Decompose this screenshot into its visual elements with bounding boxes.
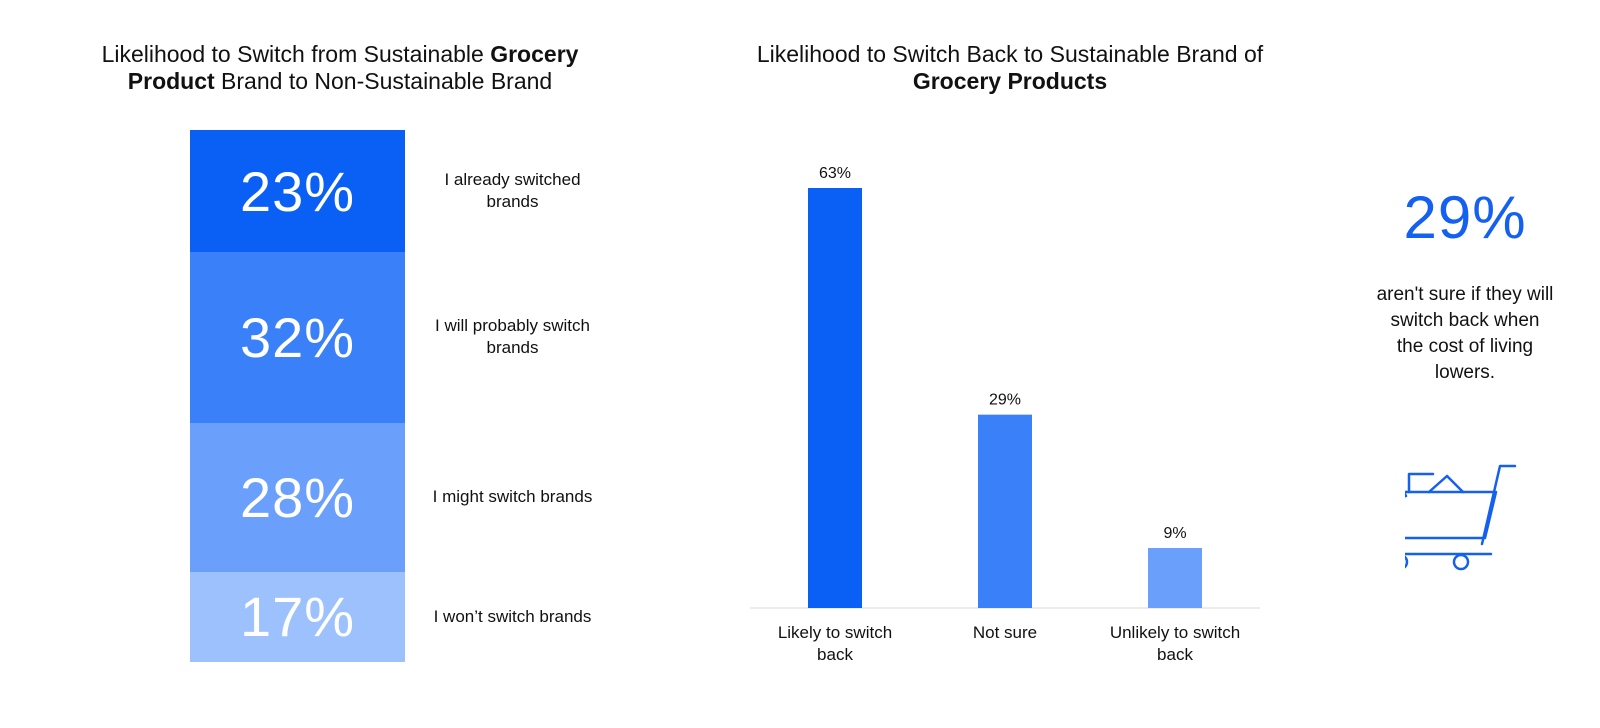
bar-2 <box>1148 548 1202 608</box>
bar-chart: 63% Likely to switch back 29% Not sure 9% Unli… <box>740 140 1280 680</box>
stacked-bar: 23% 32% 28% 17% <box>190 130 405 662</box>
left-title-part-4: Brand to Non-Sustainable Brand <box>214 68 553 94</box>
bar-chart-svg: 63% Likely to switch back 29% Not sure 9% Unli… <box>750 165 1260 664</box>
left-title-part-0: Likelihood to Switch from Sustainable <box>101 41 491 67</box>
right-chart-title: Likelihood to Switch Back to Sustainable… <box>740 41 1280 95</box>
stack-segment-value-3: 17% <box>239 585 356 649</box>
stack-segment-value-0: 23% <box>239 159 356 223</box>
callout-text: aren't sure if they will switch back whe… <box>1376 284 1554 383</box>
left-title-part-3: Product <box>127 68 215 94</box>
stack-segment-value-1: 32% <box>239 305 356 369</box>
stack-segment-0: 23% <box>190 130 405 253</box>
stack-segment-2: 28% <box>190 422 405 572</box>
x-tick-label-2: Unlikely to switch back <box>1110 623 1240 664</box>
right-title-part-1: Grocery Products <box>912 68 1108 94</box>
stack-category-label-0: I already switched brands <box>444 170 581 212</box>
stack-segment-value-2: 28% <box>239 465 356 529</box>
left-title-part-1: Grocery <box>490 41 579 67</box>
stack-segment-1: 32% <box>190 252 405 423</box>
stack-category-label-3: I won’t switch brands <box>433 606 592 626</box>
x-tick-label-0: Likely to switch back <box>778 623 892 664</box>
bar-value-label-0: 63% <box>819 165 851 182</box>
left-chart-title: Likelihood to Switch from Sustainable Gr… <box>70 41 610 95</box>
stack-category-label-1: I will probably switch brands <box>435 316 590 358</box>
right-title-part-0: Likelihood to Switch Back to Sustainable… <box>756 41 1264 67</box>
bar-value-label-1: 29% <box>989 392 1021 409</box>
stack-category-label-2: I might switch brands <box>432 487 593 507</box>
bar-0 <box>808 188 862 608</box>
shopping-cart-icon <box>1372 460 1535 577</box>
bar-1 <box>978 414 1032 608</box>
callout-value: 29% <box>1403 184 1527 251</box>
x-tick-label-1: Not sure <box>973 623 1037 642</box>
bar-value-label-2: 9% <box>1163 525 1186 542</box>
stack-segment-3: 17% <box>190 571 405 662</box>
